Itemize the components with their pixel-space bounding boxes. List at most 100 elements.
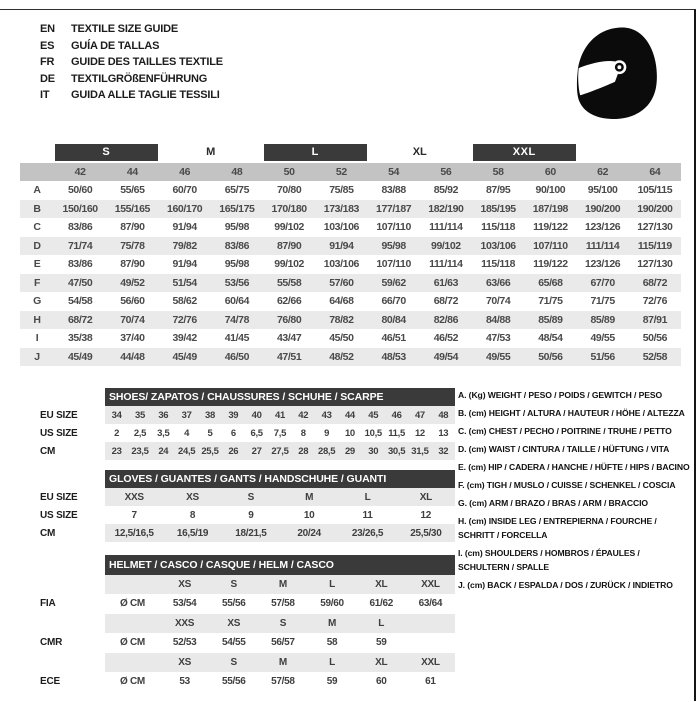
cell: 13 — [438, 427, 449, 439]
cell: 119/122 — [533, 221, 568, 234]
cell: 28,5 — [314, 442, 339, 460]
table-row: F 47/50 49/52 51/54 53/56 55/58 57/60 59/62 61/6… — [20, 273, 681, 292]
size-header: M — [258, 652, 308, 672]
size-header: S — [209, 574, 259, 594]
cell: 45/50 — [329, 332, 354, 345]
cell: 68/72 — [642, 276, 668, 289]
cell: 45/49 — [172, 350, 197, 363]
row-label: J — [34, 350, 40, 363]
cell: 59 — [375, 637, 387, 649]
language-title: TEXTILE SIZE GUIDE — [71, 23, 179, 35]
cell: 50/60 — [67, 184, 93, 197]
cell: M — [279, 488, 339, 506]
legend-item: D. (cm) WAIST / CINTURA / TAILLE / HÜFTU… — [458, 444, 670, 454]
cell: 70/74 — [120, 313, 145, 326]
size-header: S — [209, 652, 259, 672]
cell: 87/90 — [276, 239, 302, 252]
cell: 72/76 — [642, 295, 668, 308]
gloves-table-title: GLOVES / GUANTES / GANTS / HANDSCHUHE / … — [105, 470, 455, 488]
cell — [20, 163, 54, 181]
legend-item: J. (cm) BACK / ESPALDA / DOS / ZURÜCK / … — [458, 580, 673, 590]
language-row: FR GUIDE DES TAILLES TEXTILE — [40, 54, 223, 71]
cell: 18/21,5 — [221, 524, 280, 542]
cell: 59/60 — [320, 598, 344, 610]
bottom-tables: SHOES/ ZAPATOS / CHAUSSURES / SCHUHE / S… — [40, 388, 455, 702]
cell: 50/56 — [642, 332, 668, 345]
language-code: IT — [40, 89, 50, 101]
row-label: ECE — [40, 672, 105, 692]
cell: 29 — [338, 442, 362, 460]
language-code: ES — [40, 39, 55, 52]
cell: 52/58 — [642, 350, 668, 363]
table-row: XS S M L XL XXL — [40, 574, 455, 594]
cell: 54/58 — [67, 295, 93, 308]
cell: 9 — [248, 509, 254, 521]
table-row: A 50/60 55/65 60/70 65/75 70/80 75/85 83/88 85/9… — [20, 181, 681, 200]
cell: 71/75 — [590, 295, 615, 308]
size-header: 44 — [106, 163, 159, 181]
cell: 24,5 — [174, 442, 199, 460]
cell: 12,5/16,5 — [105, 524, 164, 542]
table-row: XS S M L XL XXL — [40, 652, 455, 672]
cell: 127/130 — [637, 258, 673, 271]
cell: 190/200 — [637, 202, 673, 215]
cell: 27,5 — [268, 442, 292, 460]
table-row: J 45/49 44/48 45/49 46/50 47/51 48/52 48/53 49/5… — [20, 347, 681, 366]
cell: 87/90 — [120, 258, 145, 271]
legend-item: F. (cm) TIGH / MUSLO / CUISSE / SCHENKEL… — [458, 480, 676, 490]
cell: 46/50 — [224, 350, 250, 363]
table-row: US SIZE 7 8 9 10 11 12 — [40, 506, 455, 524]
size-group-xxl: XXL — [472, 144, 577, 163]
cell: 44/48 — [120, 350, 145, 363]
cell: 10,5 — [364, 427, 383, 439]
cell: 111/114 — [429, 221, 463, 234]
cell: 16,5/19 — [163, 524, 222, 542]
cell: 47/51 — [276, 350, 302, 363]
cell: 68/72 — [433, 295, 459, 308]
table-row: XXS XS S M L — [40, 613, 455, 633]
cell: 49/52 — [120, 276, 145, 289]
cell: 30,5 — [384, 442, 409, 460]
cell: XL — [396, 488, 455, 506]
cell: 91/94 — [172, 258, 197, 271]
cell: 187/198 — [532, 202, 569, 215]
cell: 11,5 — [388, 427, 405, 439]
table-row: H 68/72 70/74 72/76 74/78 76/80 78/82 80/84 82/8… — [20, 310, 681, 329]
size-header: XS — [160, 574, 210, 594]
cell: 68/72 — [67, 313, 93, 326]
cell: 49/55 — [590, 332, 615, 345]
size-header: XXL — [405, 574, 455, 594]
cell: 95/98 — [224, 221, 250, 234]
row-label: CM — [40, 442, 105, 460]
cell: 74/78 — [224, 313, 250, 326]
size-header: S — [258, 613, 308, 633]
cell: 57/60 — [329, 276, 354, 289]
cell: 10 — [344, 427, 355, 439]
cell: 41 — [268, 406, 292, 424]
cell: 23,5 — [128, 442, 152, 460]
table-row: D 71/74 75/78 79/82 83/86 87/90 91/94 95/98 99/1… — [20, 236, 681, 255]
cell: 91/94 — [329, 239, 354, 252]
cell: L — [338, 488, 397, 506]
cell: 46/51 — [381, 332, 406, 345]
cell: 48/53 — [381, 350, 406, 363]
cell: 79/82 — [172, 239, 197, 252]
cell: 55/65 — [120, 184, 145, 197]
cell: 3,5 — [157, 427, 170, 439]
language-title: GUIDE DES TAILLES TEXTILE — [71, 56, 223, 68]
cell: 150/160 — [62, 202, 99, 215]
size-header: 60 — [524, 163, 577, 181]
size-header: 50 — [263, 163, 316, 181]
shoes-table-title: SHOES/ ZAPATOS / CHAUSSURES / SCHUHE / S… — [105, 388, 455, 406]
cell: 72/76 — [172, 313, 197, 326]
cell: 160/170 — [167, 202, 203, 215]
cell: 83/86 — [67, 258, 93, 271]
size-header: L — [356, 613, 406, 633]
table-row: I 35/38 37/40 39/42 41/45 43/47 45/50 46/51 46/5… — [20, 329, 681, 348]
row-label: B — [33, 202, 41, 215]
cell: 24 — [151, 442, 175, 460]
cell: 83/86 — [67, 221, 93, 234]
size-header: 54 — [367, 163, 420, 181]
cell: 2 — [114, 427, 120, 439]
cell: 35 — [128, 406, 152, 424]
